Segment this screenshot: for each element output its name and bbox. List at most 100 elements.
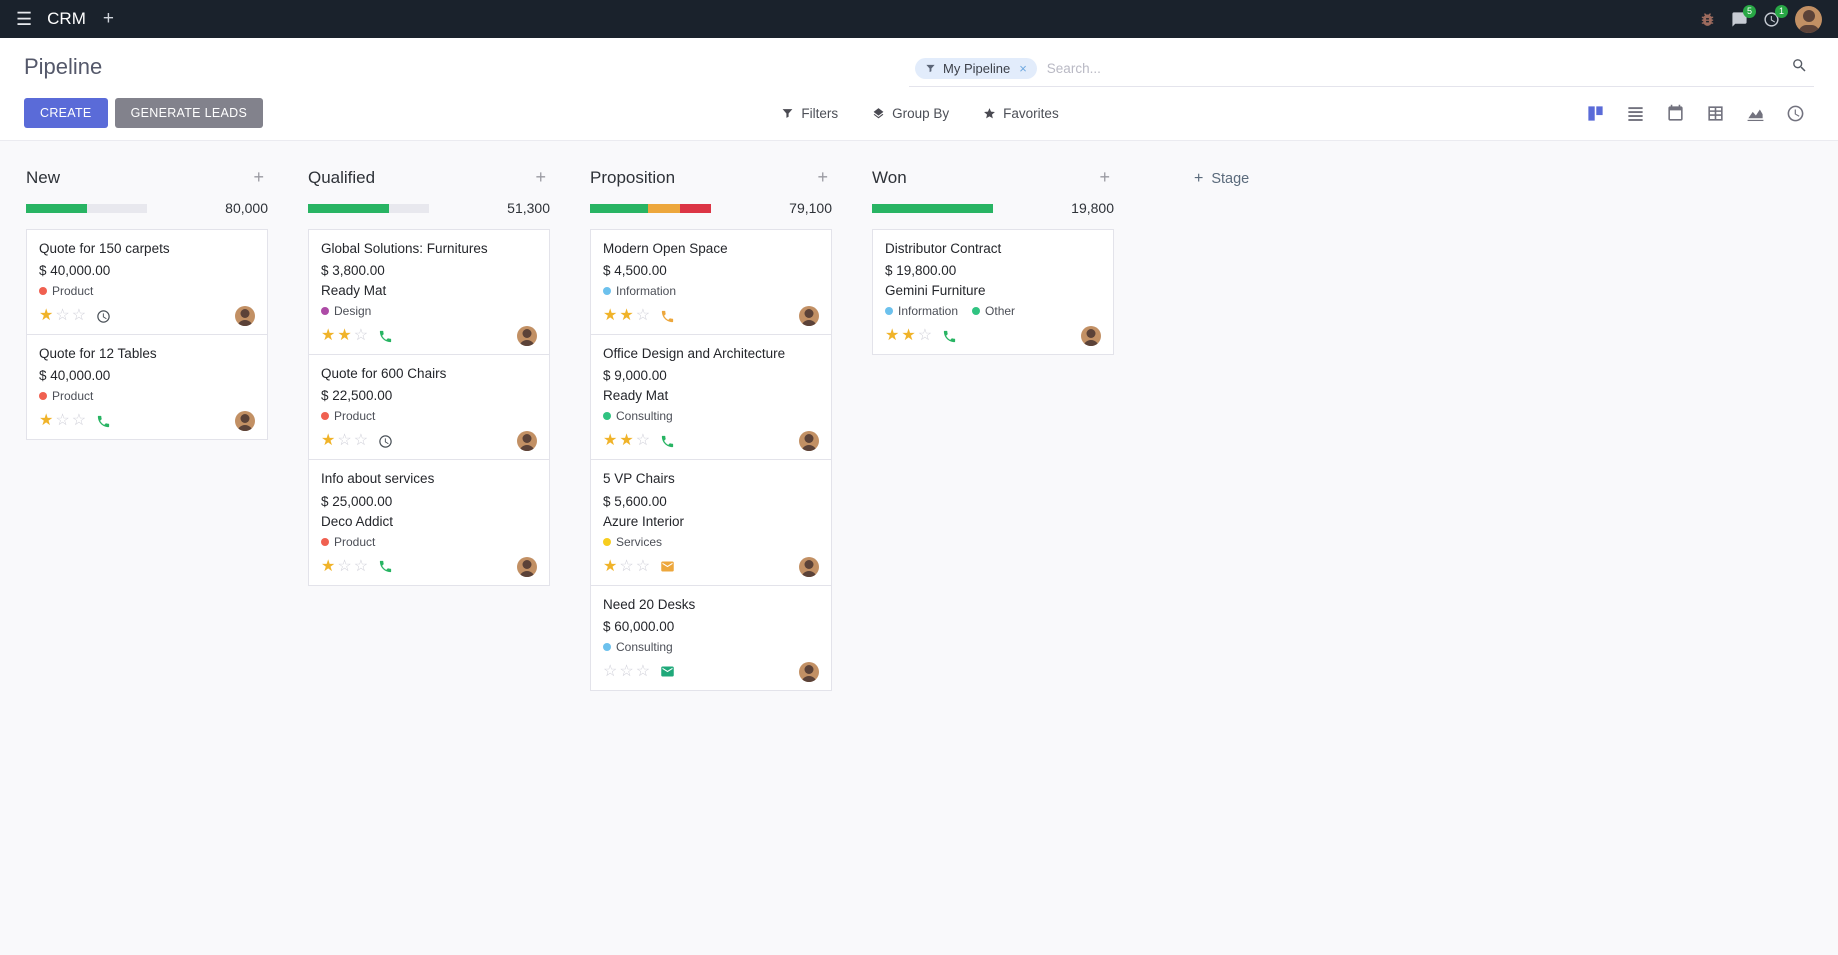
star-empty-icon[interactable]: ☆ bbox=[55, 307, 72, 325]
salesperson-avatar[interactable] bbox=[235, 306, 255, 327]
card-priority-stars[interactable]: ★ ★ ☆ bbox=[603, 433, 652, 449]
activity-phone-icon[interactable] bbox=[378, 329, 393, 344]
star-empty-icon[interactable]: ☆ bbox=[337, 557, 354, 575]
star-empty-icon[interactable]: ☆ bbox=[635, 432, 653, 450]
kanban-card[interactable]: Distributor Contract $ 19,800.00 Gemini Fu… bbox=[872, 229, 1114, 356]
salesperson-avatar[interactable] bbox=[517, 431, 537, 452]
star-filled-icon[interactable]: ★ bbox=[39, 412, 56, 430]
quick-add-icon[interactable]: + bbox=[102, 8, 114, 29]
star-empty-icon[interactable]: ☆ bbox=[635, 307, 653, 325]
star-empty-icon[interactable]: ☆ bbox=[71, 412, 89, 430]
add-record-button[interactable]: + bbox=[535, 167, 546, 187]
activity-phone-icon[interactable] bbox=[660, 434, 675, 449]
star-empty-icon[interactable]: ☆ bbox=[337, 432, 354, 450]
card-priority-stars[interactable]: ★ ★ ☆ bbox=[885, 328, 934, 344]
star-filled-icon[interactable]: ★ bbox=[337, 327, 354, 345]
user-avatar[interactable] bbox=[1795, 5, 1822, 33]
group-by-menu[interactable]: Group By bbox=[872, 106, 949, 121]
star-filled-icon[interactable]: ★ bbox=[901, 327, 918, 345]
debug-icon[interactable] bbox=[1699, 11, 1716, 28]
column-progressbar[interactable] bbox=[308, 203, 429, 213]
star-empty-icon[interactable]: ☆ bbox=[635, 662, 653, 680]
star-filled-icon[interactable]: ★ bbox=[603, 432, 620, 450]
activity-phone-icon[interactable] bbox=[96, 414, 111, 429]
activity-phone-icon[interactable] bbox=[660, 309, 675, 324]
star-empty-icon[interactable]: ☆ bbox=[353, 557, 371, 575]
activity-clock-icon[interactable] bbox=[96, 309, 111, 324]
column-progressbar[interactable] bbox=[590, 203, 711, 213]
star-empty-icon[interactable]: ☆ bbox=[917, 327, 935, 345]
star-filled-icon[interactable]: ★ bbox=[321, 327, 338, 345]
search-icon[interactable] bbox=[1791, 57, 1808, 79]
star-filled-icon[interactable]: ★ bbox=[619, 307, 636, 325]
kanban-card[interactable]: 5 VP Chairs $ 5,600.00 Azure Interior Servi… bbox=[590, 459, 832, 586]
create-button[interactable]: CREATE bbox=[24, 98, 108, 128]
add-record-button[interactable]: + bbox=[817, 167, 828, 187]
activity-envelope-icon[interactable] bbox=[660, 664, 675, 679]
facet-remove-icon[interactable]: × bbox=[1019, 60, 1027, 76]
star-empty-icon[interactable]: ☆ bbox=[635, 557, 653, 575]
star-empty-icon[interactable]: ☆ bbox=[71, 307, 89, 325]
salesperson-avatar[interactable] bbox=[799, 661, 819, 682]
star-filled-icon[interactable]: ★ bbox=[603, 307, 620, 325]
apps-menu-icon[interactable]: ☰ bbox=[16, 8, 33, 29]
salesperson-avatar[interactable] bbox=[235, 411, 255, 432]
view-switch-kanban-icon[interactable] bbox=[1577, 98, 1614, 128]
salesperson-avatar[interactable] bbox=[799, 306, 819, 327]
kanban-card[interactable]: Quote for 12 Tables $ 40,000.00 Product ★ ☆ ☆ bbox=[26, 334, 268, 441]
column-progressbar[interactable] bbox=[26, 203, 147, 213]
messages-icon[interactable]: 5 bbox=[1731, 4, 1756, 28]
salesperson-avatar[interactable] bbox=[799, 431, 819, 452]
star-filled-icon[interactable]: ★ bbox=[321, 432, 338, 450]
star-filled-icon[interactable]: ★ bbox=[39, 307, 56, 325]
salesperson-avatar[interactable] bbox=[517, 326, 537, 347]
salesperson-avatar[interactable] bbox=[517, 556, 537, 577]
star-empty-icon[interactable]: ☆ bbox=[55, 412, 72, 430]
star-empty-icon[interactable]: ☆ bbox=[603, 662, 620, 680]
activity-phone-icon[interactable] bbox=[942, 329, 957, 344]
activity-envelope-icon[interactable] bbox=[660, 559, 675, 574]
star-empty-icon[interactable]: ☆ bbox=[353, 432, 371, 450]
filters-menu[interactable]: Filters bbox=[781, 106, 838, 121]
card-priority-stars[interactable]: ★ ☆ ☆ bbox=[39, 308, 88, 324]
card-priority-stars[interactable]: ★ ☆ ☆ bbox=[321, 433, 370, 449]
progressbar-segment-empty[interactable] bbox=[389, 203, 429, 213]
kanban-card[interactable]: Info about services $ 25,000.00 Deco Addic… bbox=[308, 459, 550, 586]
card-priority-stars[interactable]: ★ ☆ ☆ bbox=[39, 413, 88, 429]
view-switch-graph-icon[interactable] bbox=[1737, 98, 1774, 128]
view-switch-pivot-icon[interactable] bbox=[1697, 98, 1734, 128]
progressbar-segment-success[interactable] bbox=[308, 203, 390, 213]
salesperson-avatar[interactable] bbox=[1081, 326, 1101, 347]
view-switch-list-icon[interactable] bbox=[1617, 98, 1654, 128]
kanban-card[interactable]: Global Solutions: Furnitures $ 3,800.00 Re… bbox=[308, 229, 550, 356]
card-priority-stars[interactable]: ★ ☆ ☆ bbox=[321, 557, 371, 575]
view-switch-activity-icon[interactable] bbox=[1777, 98, 1814, 128]
add-record-button[interactable]: + bbox=[253, 167, 264, 187]
column-progressbar[interactable] bbox=[872, 203, 993, 213]
kanban-card[interactable]: Quote for 150 carpets $ 40,000.00 Product ★… bbox=[26, 229, 268, 336]
progressbar-segment-empty[interactable] bbox=[86, 203, 147, 213]
star-filled-icon[interactable]: ★ bbox=[619, 432, 636, 450]
salesperson-avatar[interactable] bbox=[799, 556, 819, 577]
activity-phone-icon[interactable] bbox=[378, 559, 393, 574]
star-empty-icon[interactable]: ☆ bbox=[619, 662, 636, 680]
kanban-card[interactable]: Office Design and Architecture $ 9,000.00… bbox=[590, 334, 832, 461]
star-filled-icon[interactable]: ★ bbox=[321, 557, 338, 575]
add-stage-button[interactable]: + Stage bbox=[1194, 170, 1384, 188]
card-priority-stars[interactable]: ★ ☆ ☆ bbox=[603, 557, 653, 575]
kanban-card[interactable]: Need 20 Desks $ 60,000.00 Consulting ☆ ☆ ☆ bbox=[590, 584, 832, 691]
favorites-menu[interactable]: Favorites bbox=[983, 106, 1059, 121]
search-facet-my-pipeline[interactable]: My Pipeline × bbox=[915, 57, 1037, 79]
search-input[interactable] bbox=[1046, 60, 1781, 76]
card-priority-stars[interactable]: ☆ ☆ ☆ bbox=[603, 662, 653, 680]
progressbar-segment-success[interactable] bbox=[26, 203, 87, 213]
kanban-card[interactable]: Quote for 600 Chairs $ 22,500.00 Product ★ ☆… bbox=[308, 354, 550, 461]
progressbar-segment-warning[interactable] bbox=[648, 203, 680, 213]
activity-clock-icon[interactable] bbox=[378, 434, 393, 449]
kanban-card[interactable]: Modern Open Space $ 4,500.00 Information ★ ★… bbox=[590, 229, 832, 336]
app-name[interactable]: CRM bbox=[47, 9, 86, 28]
card-priority-stars[interactable]: ★ ★ ☆ bbox=[603, 308, 652, 324]
star-empty-icon[interactable]: ☆ bbox=[619, 557, 636, 575]
star-filled-icon[interactable]: ★ bbox=[603, 557, 620, 575]
star-filled-icon[interactable]: ★ bbox=[885, 327, 902, 345]
